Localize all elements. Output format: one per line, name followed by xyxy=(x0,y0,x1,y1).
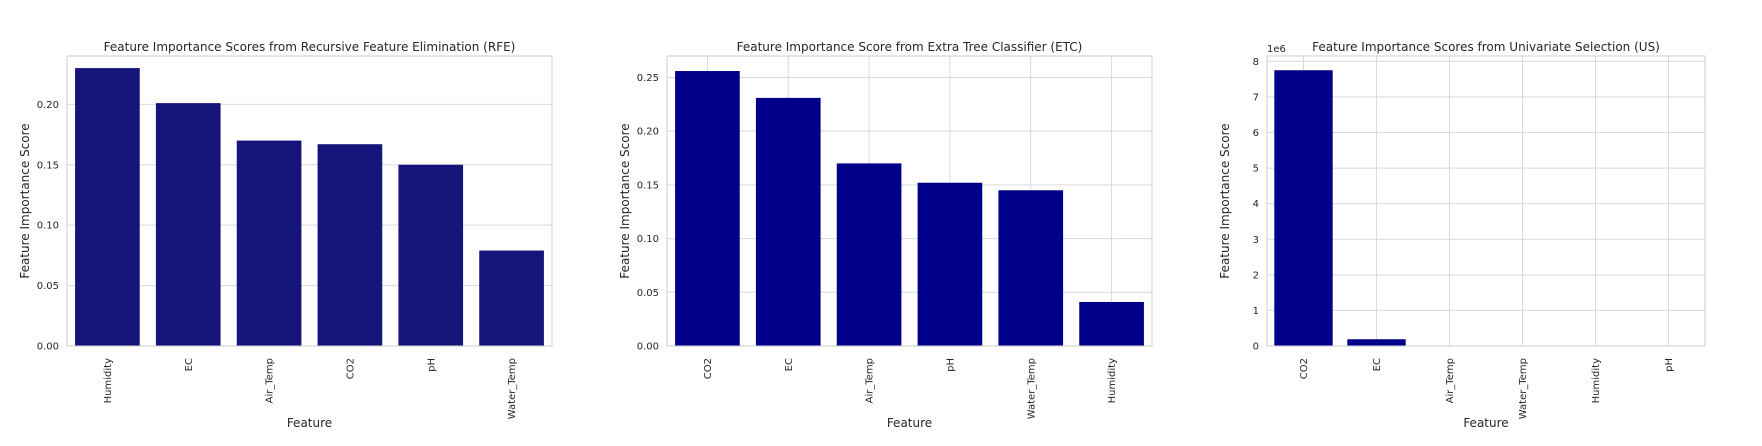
bar-pH xyxy=(917,182,983,346)
bar-Air_Temp xyxy=(836,163,902,346)
x-tick-label: EC xyxy=(784,358,795,371)
y-tick-label: 0.05 xyxy=(637,288,659,299)
x-tick-label: Water_Temp xyxy=(507,358,518,419)
chart-panel-2: 0.00 0.05 0.10 0.15 0.20 0.25 CO2 EC Air_Temp pH W… xyxy=(618,40,1153,430)
x-tick-label: Humidity xyxy=(103,358,114,403)
x-tick-label: pH xyxy=(1664,358,1675,372)
x-tick-label: Water_Temp xyxy=(1026,358,1037,419)
y-tick-label: 4 xyxy=(1253,199,1259,210)
x-tick-label: Water_Temp xyxy=(1518,358,1529,419)
chart-title: Feature Importance Scores from Recursive… xyxy=(104,40,516,54)
bar-EC xyxy=(1347,339,1406,346)
x-axis-label: Feature xyxy=(287,416,332,430)
y-tick-label: 0.25 xyxy=(637,73,659,84)
chart-panel-1: 0.00 0.05 0.10 0.15 0.20 Humidity EC Air_Temp CO… xyxy=(18,40,553,430)
y-tick-label: 0.15 xyxy=(637,180,659,191)
y-tick-label: 5 xyxy=(1253,164,1259,175)
x-tick-label: Air_Temp xyxy=(865,358,876,403)
y-tick-label: 0.10 xyxy=(37,221,59,232)
plot-frame xyxy=(666,55,1153,347)
y-tick-label: 0.05 xyxy=(37,281,59,292)
x-tick-label: Humidity xyxy=(1107,358,1118,403)
y-axis-label: Feature Importance Score xyxy=(18,123,32,278)
chart-title: Feature Importance Scores from Univariat… xyxy=(1312,40,1660,54)
x-axis-label: Feature xyxy=(1463,416,1508,430)
y-tick-label: 0.20 xyxy=(37,100,59,111)
x-tick-label: EC xyxy=(1372,358,1383,371)
plot-frame xyxy=(66,55,553,347)
bar-Humidity xyxy=(75,68,140,346)
x-tick-label: CO2 xyxy=(1299,358,1310,379)
y-tick-label: 0.00 xyxy=(37,342,59,353)
bar-Water_Temp xyxy=(479,250,544,346)
y-tick-label: 7 xyxy=(1253,92,1259,103)
y-tick-label: 8 xyxy=(1253,57,1259,68)
y-tick-label: 1 xyxy=(1253,306,1259,317)
bar-CO2 xyxy=(1274,70,1333,347)
y-offset-text: 1e6 xyxy=(1267,44,1286,55)
x-tick-label: EC xyxy=(184,358,195,371)
x-axis-label: Feature xyxy=(887,416,932,430)
x-tick-label: CO2 xyxy=(345,358,356,379)
plot-frame xyxy=(1266,55,1706,347)
bar-pH xyxy=(398,164,464,346)
x-tick-label: Air_Temp xyxy=(1445,358,1456,403)
y-tick-label: 0.15 xyxy=(37,160,59,171)
y-tick-label: 2 xyxy=(1253,270,1259,281)
x-tick-label: pH xyxy=(426,358,437,372)
x-tick-label: Humidity xyxy=(1591,358,1602,403)
bar-CO2 xyxy=(317,144,383,346)
chart-panel-3: 0 1 2 3 4 5 6 7 8 CO2 EC Air_Temp Water_Temp Humidity… xyxy=(1218,40,1706,430)
y-axis-label: Feature Importance Score xyxy=(1218,123,1232,278)
chart-title: Feature Importance Score from Extra Tree… xyxy=(737,40,1083,54)
bar-Air_Temp xyxy=(236,140,302,346)
x-tick-label: Air_Temp xyxy=(265,358,276,403)
x-tick-label: CO2 xyxy=(703,358,714,379)
bar-Water_Temp xyxy=(998,190,1064,346)
y-tick-label: 6 xyxy=(1253,128,1259,139)
x-tick-label: pH xyxy=(945,358,956,372)
y-tick-label: 0.20 xyxy=(637,127,659,138)
bar-Humidity xyxy=(1079,301,1144,346)
y-tick-label: 0.10 xyxy=(637,234,659,245)
bar-EC xyxy=(755,97,821,346)
bar-EC xyxy=(155,103,221,346)
bar-CO2 xyxy=(675,71,740,346)
y-axis-label: Feature Importance Score xyxy=(618,123,632,278)
y-tick-label: 0 xyxy=(1253,342,1259,353)
y-tick-label: 0.00 xyxy=(637,342,659,353)
y-tick-label: 3 xyxy=(1253,235,1259,246)
